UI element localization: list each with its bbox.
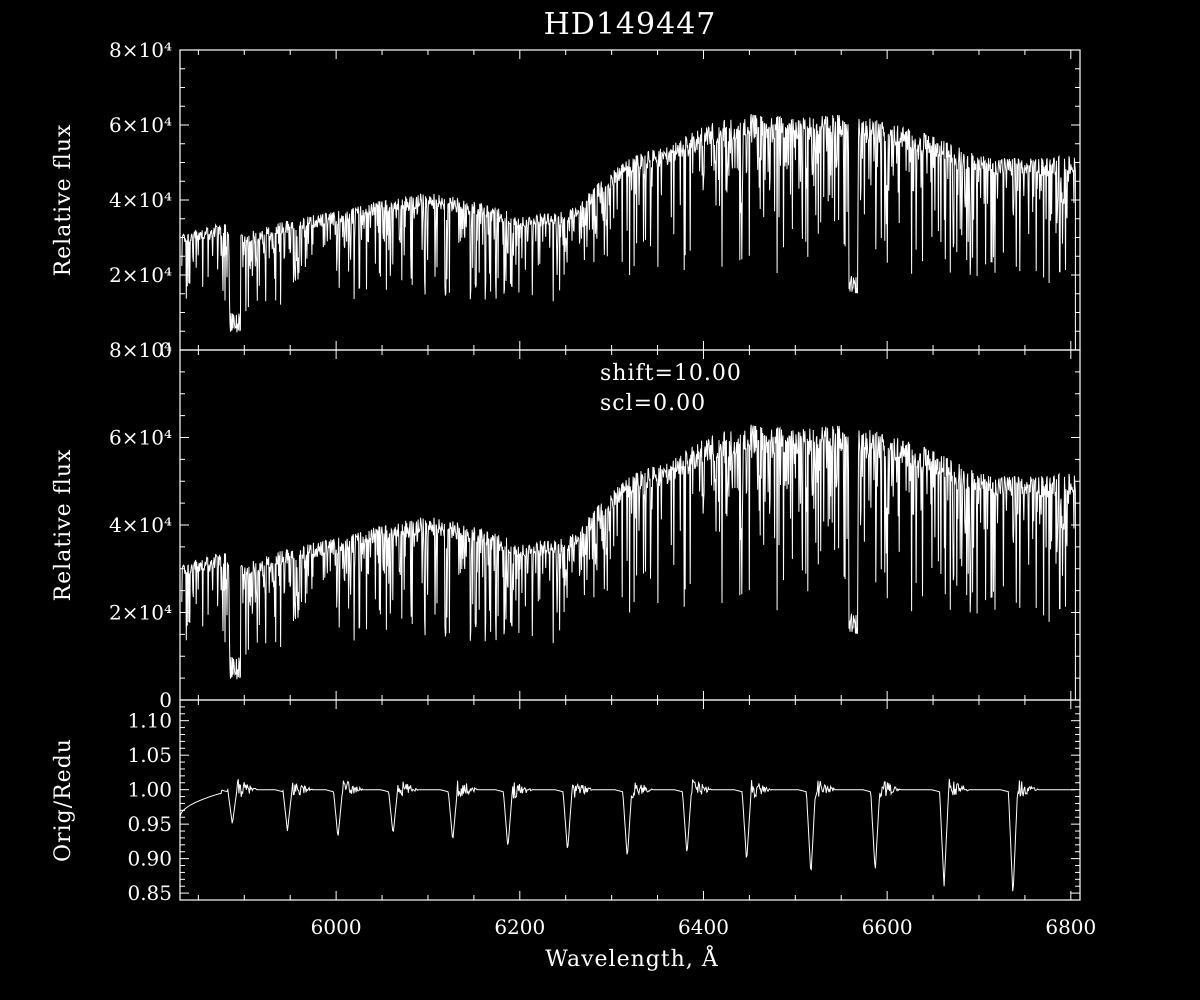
spectrum-line — [181, 114, 1076, 350]
x-tick-label: 6800 — [1045, 915, 1096, 939]
y-tick-label: 0.85 — [127, 881, 172, 905]
y-tick-label: 1.00 — [127, 778, 172, 802]
chart-title: HD149447 — [544, 7, 717, 42]
y-tick-label: 6×10⁴ — [109, 426, 172, 450]
y-tick-label: 4×10⁴ — [109, 513, 172, 537]
y-tick-label: 1.10 — [127, 709, 172, 733]
y-tick-label: 0 — [159, 338, 172, 362]
y-tick-label: 2×10⁴ — [109, 263, 172, 287]
y-tick-label: 6×10⁴ — [109, 113, 172, 137]
y-tick-label: 0.95 — [127, 812, 172, 836]
y-axis-label: Relative flux — [51, 449, 76, 602]
spectrum-line — [181, 424, 1076, 700]
spectrum-line — [179, 778, 1076, 892]
x-tick-label: 6000 — [311, 915, 362, 939]
y-tick-label: 4×10⁴ — [109, 188, 172, 212]
y-tick-label: 2×10⁴ — [109, 601, 172, 625]
y-axis-label: Orig/Redu — [51, 738, 76, 862]
y-tick-label: 0 — [159, 688, 172, 712]
x-tick-label: 6400 — [678, 915, 729, 939]
plot-frame — [179, 699, 1081, 901]
bottom-panel: 0.85 0.90 0.95 1.00 1.05 1.10 6000 6200 6400 6600… — [51, 699, 1096, 939]
y-tick-label: 8×10⁴ — [109, 38, 172, 62]
x-tick-label: 6200 — [494, 915, 545, 939]
y-tick-label: 0.90 — [127, 847, 172, 871]
y-axis-label: Relative flux — [51, 124, 76, 277]
y-tick-label: 1.05 — [127, 743, 172, 767]
x-tick-label: 6600 — [862, 915, 913, 939]
top-panel: 0 2×10⁴ 4×10⁴ 6×10⁴ 8×10⁴ Relative flux — [51, 38, 1081, 362]
annotation: shift=10.00 — [600, 361, 742, 386]
y-tick-label: 8×10⁴ — [109, 338, 172, 362]
annotation: scl=0.00 — [600, 391, 706, 416]
x-axis-label: Wavelength, Å — [545, 944, 719, 972]
middle-panel: 0 2×10⁴ 4×10⁴ 6×10⁴ 8×10⁴ Relative flux shift=… — [51, 338, 1081, 712]
